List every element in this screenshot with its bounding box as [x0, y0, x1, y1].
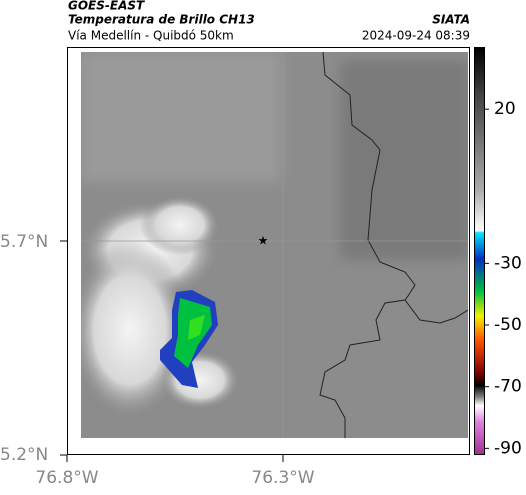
colorbar [474, 47, 485, 455]
city-marker: ★ [258, 234, 269, 248]
colorbar-tick-label: 20 [494, 99, 516, 119]
lon-label: 76.3°W [251, 468, 314, 488]
colorbar-tick-label: -90 [494, 438, 522, 458]
map-frame [67, 47, 470, 455]
colorbar-tick-label: -70 [494, 377, 522, 397]
source: GOES-EAST [68, 0, 145, 13]
colorbar-tick-label: -30 [494, 253, 522, 273]
satellite-image [81, 52, 468, 438]
org: SIATA [432, 13, 470, 27]
lon-label: 76.8°W [35, 468, 98, 488]
title: Temperatura de Brillo CH13 [68, 13, 255, 27]
lat-label: 5.2°N [0, 445, 48, 465]
datetime: 2024-09-24 08:39 [362, 29, 470, 43]
lat-label: 5.7°N [0, 232, 48, 252]
subtitle: Vía Medellín - Quibdó 50km [68, 29, 234, 43]
colorbar-tick-label: -50 [494, 315, 522, 335]
